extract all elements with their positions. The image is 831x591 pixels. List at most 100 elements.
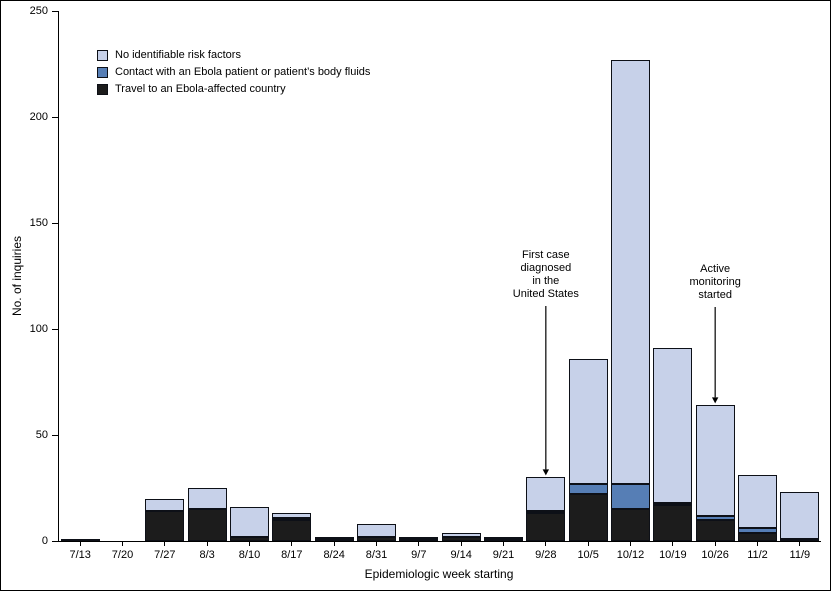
bar-segment (399, 536, 439, 539)
bar-segment (695, 519, 735, 541)
x-tick-label: 8/17 (281, 549, 303, 561)
bar-segment (272, 519, 312, 541)
x-tick-label: 11/9 (789, 549, 811, 561)
bar-segment (780, 538, 820, 541)
y-tick-mark (52, 116, 59, 118)
x-tick-label: 9/7 (411, 549, 427, 561)
legend-swatch (97, 67, 108, 78)
x-tick-mark (672, 541, 674, 546)
legend-item: Contact with an Ebola patient or patient… (97, 66, 370, 79)
bar-segment (60, 538, 100, 541)
y-tick-label: 100 (29, 323, 48, 335)
x-tick-label: 7/27 (154, 549, 176, 561)
x-tick-label: 10/5 (577, 549, 599, 561)
x-tick-mark (249, 541, 250, 546)
bar-segment (229, 507, 270, 537)
y-axis-title: No. of inquiries (10, 235, 24, 317)
x-tick-label: 8/31 (365, 549, 388, 561)
legend-item: No identifiable risk factors (97, 49, 370, 62)
legend-swatch (97, 84, 108, 95)
annotation-text: First case diagnosed in the United State… (512, 249, 579, 300)
bar-segment (526, 477, 566, 512)
x-tick-label: 11/2 (747, 549, 768, 561)
bar-segment (229, 536, 270, 541)
x-tick-mark (545, 541, 547, 546)
x-tick-label: 7/20 (111, 549, 134, 561)
bar-segment (145, 498, 185, 512)
bar-segment (441, 536, 481, 541)
legend-label: Travel to an Ebola-affected country (115, 83, 286, 95)
y-tick-mark (52, 222, 59, 224)
x-tick-mark (630, 541, 631, 546)
bar-segment (272, 517, 312, 520)
bar-segment (356, 536, 397, 541)
bar-segment (780, 492, 820, 539)
bar-segment (568, 494, 608, 541)
legend-label: Contact with an Ebola patient or patient… (115, 66, 371, 78)
y-tick-mark (52, 540, 59, 542)
bar-segment (483, 538, 524, 541)
y-tick-mark (52, 10, 59, 12)
x-tick-mark (503, 541, 504, 546)
bar-segment (653, 348, 693, 503)
bar-segment (526, 511, 566, 514)
x-tick-mark (587, 541, 589, 546)
x-tick-label: 10/19 (659, 549, 687, 561)
x-tick-label: 9/21 (492, 549, 515, 561)
annotation-text: Active monitoring started (689, 263, 741, 301)
bar-segment (272, 513, 312, 518)
x-tick-mark (164, 541, 166, 546)
x-tick-mark (714, 541, 716, 546)
bar-segment (526, 513, 566, 541)
y-tick-mark (52, 328, 59, 330)
bar-segment (695, 405, 735, 516)
y-tick-label: 0 (41, 535, 48, 547)
x-tick-mark (799, 541, 801, 546)
y-tick-label: 200 (29, 111, 48, 123)
bar-segment (737, 532, 778, 541)
x-tick-label: 9/14 (450, 549, 472, 561)
bar-segment (568, 358, 608, 484)
bar-segment (737, 528, 778, 533)
legend: No identifiable risk factors Contact wit… (97, 49, 370, 100)
bar-segment (695, 515, 735, 520)
x-tick-mark (206, 541, 208, 546)
bar-segment (653, 504, 693, 541)
x-tick-mark (79, 541, 81, 546)
x-tick-mark (376, 541, 377, 546)
bar-segment (737, 475, 778, 529)
bar-segment (314, 538, 354, 541)
legend-swatch (97, 50, 108, 61)
bar-segment (145, 511, 185, 541)
x-tick-label: 8/24 (323, 549, 345, 561)
x-tick-mark (757, 541, 758, 546)
bar-segment (356, 524, 397, 537)
bar-segment (314, 536, 354, 539)
bar-segment (483, 536, 524, 539)
plot-area: No identifiable risk factors Contact wit… (30, 5, 821, 561)
bar-segment (610, 59, 651, 484)
x-tick-mark (418, 541, 420, 546)
x-axis-title: Epidemiologic week starting (364, 567, 514, 581)
legend-label: No identifiable risk factors (115, 49, 241, 61)
y-tick-label: 50 (35, 429, 48, 441)
bar-segment (610, 483, 651, 510)
x-tick-mark (460, 541, 462, 546)
x-tick-label: 8/10 (238, 549, 261, 561)
bar-segment (187, 509, 227, 541)
y-tick-label: 150 (29, 217, 48, 229)
legend-item: Travel to an Ebola-affected country (97, 83, 370, 96)
x-tick-label: 9/28 (535, 549, 557, 561)
bar-segment (568, 483, 608, 495)
x-tick-mark (122, 541, 123, 546)
x-tick-mark (291, 541, 293, 546)
x-tick-mark (333, 541, 335, 546)
x-tick-label: 8/3 (199, 549, 215, 561)
bar-segment (187, 488, 227, 510)
y-tick-mark (52, 434, 59, 436)
bar-segment (441, 532, 481, 537)
x-tick-label: 10/26 (701, 549, 729, 561)
x-tick-label: 10/12 (616, 549, 645, 561)
bar-segment (399, 538, 439, 541)
